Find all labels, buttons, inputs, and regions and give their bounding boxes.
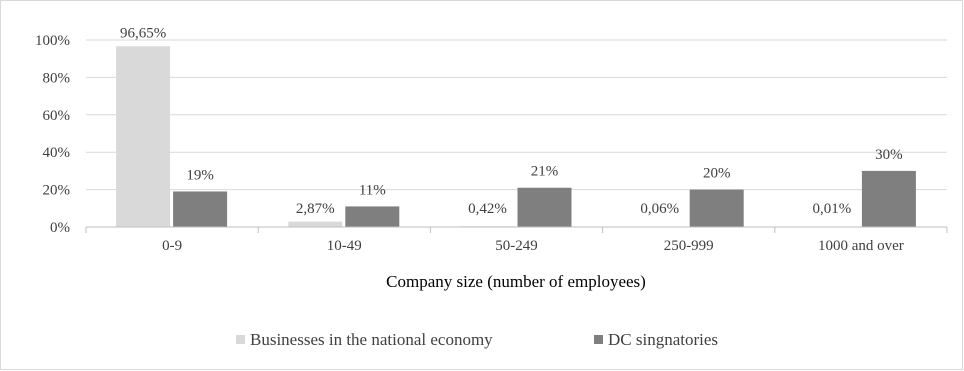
data-labels: 96,65% 2,87% 0,42% 0,06% 0,01% 19% 11% 21% 20% 30… [120,25,903,217]
x-tick-label: 0-9 [162,238,182,254]
data-label: 2,87% [296,201,335,217]
legend-label: DC singnatories [608,330,718,349]
bars [116,46,916,228]
x-tick-label: 250-999 [664,238,714,254]
data-label: 19% [186,167,214,183]
x-axis-title: Company size (number of employees) [386,272,646,291]
data-label: 30% [875,147,903,163]
bar-national-1 [288,221,343,227]
data-label: 20% [703,166,731,182]
bar-dc-0 [173,191,228,227]
y-tick-label: 80% [43,70,71,86]
legend: Businesses in the national economy DC sin… [236,330,718,349]
legend-swatch [236,335,245,344]
data-label: 21% [531,164,559,180]
axes: 0% 20% 40% 60% 80% 100% 0-9 10-49 50-249 250-999 1… [35,33,948,254]
bar-dc-1 [345,206,400,227]
bar-dc-3 [689,189,744,227]
x-tick-label: 10-49 [327,238,362,254]
legend-label: Businesses in the national economy [250,330,493,349]
y-tick-label: 100% [35,33,70,49]
bar-national-0 [116,46,171,228]
gridlines [86,39,947,191]
legend-swatch [594,335,603,344]
data-label: 96,65% [120,25,166,41]
y-tick-label: 0% [50,220,70,236]
data-label: 11% [359,182,386,198]
y-tick-label: 40% [43,145,71,161]
data-label: 0,06% [640,201,679,217]
data-label: 0,01% [813,201,852,217]
bar-dc-4 [861,170,916,227]
x-tick-label: 1000 and over [818,238,904,254]
data-label: 0,42% [468,201,507,217]
y-tick-label: 60% [43,108,71,124]
y-tick-label: 20% [43,183,71,199]
bar-dc-2 [517,187,572,227]
x-tick-label: 50-249 [495,238,538,254]
